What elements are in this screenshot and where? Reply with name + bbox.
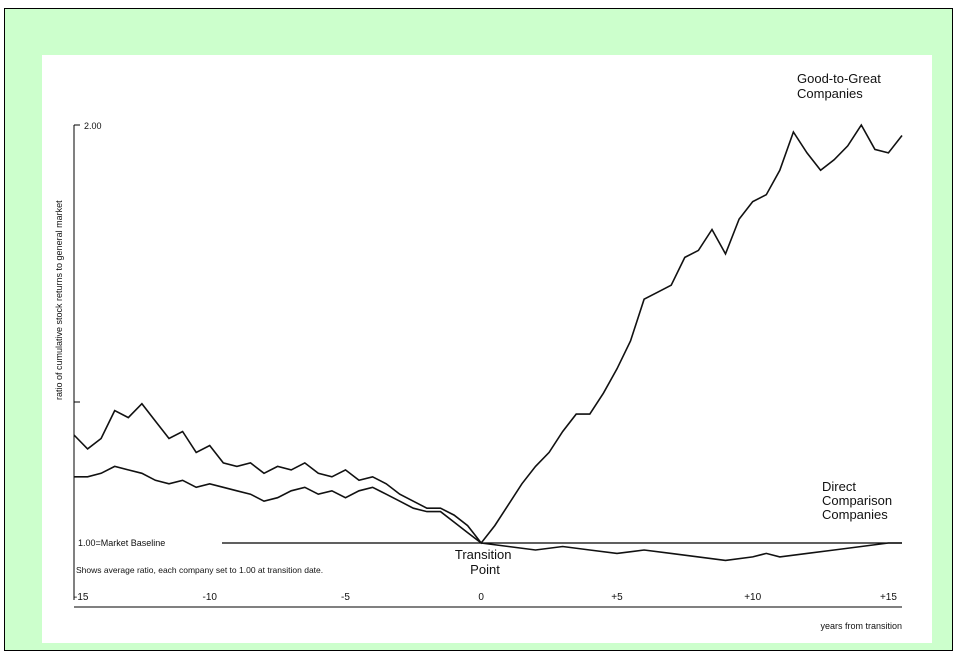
- direct-comparison-label-line1: Direct: [822, 479, 856, 494]
- x-tick-label: 0: [478, 592, 484, 603]
- transition-point-label: Transition Point: [455, 547, 515, 577]
- x-tick-label: -15: [74, 592, 89, 603]
- direct-comparison-label: Direct Comparison Companies: [822, 479, 896, 522]
- chart-note: Shows average ratio, each company set to…: [76, 565, 323, 575]
- x-tick-labels: -15 -10 -5 0 +5 +10 +15: [74, 592, 897, 603]
- x-tick-label: -5: [341, 592, 350, 603]
- good-to-great-label-line1: Good-to-Great: [797, 71, 881, 86]
- good-to-great-label-line2: Companies: [797, 86, 863, 101]
- x-tick-label: +10: [744, 592, 761, 603]
- y-tick-label-top: 2.00: [84, 121, 102, 131]
- x-axis-label: years from transition: [820, 621, 902, 631]
- direct-comparison-label-line2: Comparison: [822, 493, 892, 508]
- chart-panel: 2.00 ratio of cumulative stock returns t…: [42, 55, 932, 643]
- transition-label-line2: Point: [470, 562, 500, 577]
- y-axis-label: ratio of cumulative stock returns to gen…: [54, 200, 64, 400]
- good-to-great-label: Good-to-Great Companies: [797, 71, 884, 101]
- figure-frame: 2.00 ratio of cumulative stock returns t…: [4, 8, 953, 651]
- x-tick-label: -10: [203, 592, 218, 603]
- baseline-label: 1.00=Market Baseline: [78, 538, 165, 548]
- direct-comparison-line: [74, 465, 902, 562]
- x-tick-label: +15: [880, 592, 897, 603]
- stock-returns-chart: 2.00 ratio of cumulative stock returns t…: [54, 71, 903, 631]
- transition-label-line1: Transition: [455, 547, 512, 562]
- direct-comparison-label-line3: Companies: [822, 507, 888, 522]
- good-to-great-line: [73, 123, 903, 545]
- x-tick-label: +5: [611, 592, 623, 603]
